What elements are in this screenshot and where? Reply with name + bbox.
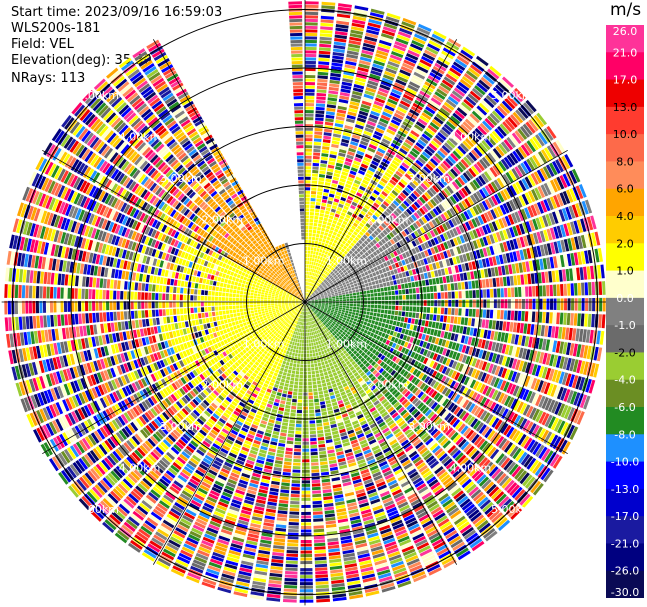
azimuth-spoke [304, 39, 458, 303]
colorbar-segment [606, 216, 644, 244]
colorbar-tick-label: 8.0 [616, 155, 634, 168]
colorbar-segment [606, 161, 644, 190]
azimuth-spoke [152, 39, 306, 303]
colorbar-segment [606, 570, 644, 598]
range-ring-label: 5.00km [491, 89, 533, 102]
colorbar-tick-label: -1.0 [614, 319, 635, 332]
range-ring-label: 4.00km [119, 461, 161, 474]
range-ring-label: 2.00km [367, 379, 409, 392]
colorbar-tick-label: 4.0 [616, 210, 634, 223]
range-ring-label: 3.00km [160, 420, 202, 433]
field-label: Field: VEL [11, 37, 74, 52]
colorbar-tick-label: 26.0 [613, 25, 638, 38]
range-ring-label: 5.00km [77, 89, 119, 102]
colorbar-tick-label: -21.0 [611, 537, 639, 550]
colorbar-tick-label: -2.0 [614, 346, 635, 359]
azimuth-spoke [304, 301, 568, 455]
colorbar-segment [606, 188, 644, 217]
colorbar-segment [606, 25, 644, 53]
colorbar-segment [606, 106, 644, 135]
colorbar-tick-label: -30.0 [611, 586, 639, 598]
azimuth-spoke [304, 301, 458, 565]
colorbar-segment [606, 407, 644, 435]
range-ring-label: 1.00km [326, 337, 368, 350]
colorbar-segment [606, 543, 644, 572]
colorbar-tick-label: -4.0 [614, 374, 635, 387]
colorbar-tick-label: -26.0 [611, 565, 639, 578]
azimuth-spoke [152, 301, 306, 565]
range-ring-label: 3.00km [408, 420, 450, 433]
instrument-label: WLS200s-181 [11, 21, 101, 36]
colorbar-tick-label: -13.0 [611, 483, 639, 496]
range-ring-label: 2.00km [201, 379, 243, 392]
range-ring-label: 3.00km [408, 172, 450, 185]
colorbar-tick-label: -6.0 [614, 401, 635, 414]
colorbar-tick-label: 2.0 [616, 237, 634, 250]
colorbar-tick-label: 13.0 [613, 101, 638, 114]
colorbar-segment [606, 52, 644, 81]
colorbar-tick-label: 0.0 [616, 292, 634, 305]
radar-ppi-plot: 1.00km 1.00km 1.00km 1.00km 2.00km 2.00km 2.00… [1, 0, 606, 606]
velocity-colorbar: 26.0 21.0 17.0 13.0 10.0 8.0 6.0 4.0 2.0 1.0 0.0 -1… [606, 25, 644, 598]
range-ring-label: 5.00km [491, 503, 533, 516]
range-ring-label: 4.00km [450, 461, 492, 474]
colorbar-tick-label: 6.0 [616, 183, 634, 196]
colorbar-segment [606, 325, 644, 353]
range-ring-label: 5.00km [77, 503, 119, 516]
colorbar-segment [606, 297, 644, 326]
colorbar-segment [606, 379, 644, 408]
colorbar-segment [606, 79, 644, 108]
colorbar-tick-label: -10.0 [611, 456, 639, 469]
elevation-label: Elevation(deg): 35.30 [11, 53, 152, 68]
colorbar-segment [606, 270, 644, 299]
azimuth-spoke [42, 149, 306, 303]
colorbar-segment [606, 434, 644, 463]
azimuth-spoke [304, 149, 568, 303]
colorbar-segment [606, 243, 644, 272]
azimuth-spoke [42, 301, 306, 455]
colorbar-tick-label: -8.0 [614, 428, 635, 441]
colorbar-tick-label: -17.0 [611, 510, 639, 523]
colorbar-title: m/s [610, 0, 642, 20]
range-ring-label: 2.00km [201, 213, 243, 226]
range-ring-label: 1.00km [326, 255, 368, 268]
colorbar-segment [606, 134, 644, 162]
range-ring-label: 1.00km [243, 337, 285, 350]
range-ring-label: 4.00km [119, 131, 161, 144]
range-ring-label: 3.00km [160, 172, 202, 185]
colorbar-segment [606, 461, 644, 490]
colorbar-segment [606, 488, 644, 517]
colorbar-tick-label: 1.0 [616, 265, 634, 278]
range-ring-label: 4.00km [450, 131, 492, 144]
start-time-label: Start time: 2023/09/16 16:59:03 [11, 5, 223, 20]
nrays-label: NRays: 113 [11, 71, 86, 86]
colorbar-tick-label: 10.0 [613, 128, 638, 141]
colorbar-segment [606, 516, 644, 544]
range-ring-label: 1.00km [243, 255, 285, 268]
colorbar-tick-label: 17.0 [613, 74, 638, 87]
range-ring-label: 2.00km [367, 213, 409, 226]
colorbar-tick-label: 21.0 [613, 46, 638, 59]
colorbar-segment [606, 352, 644, 381]
